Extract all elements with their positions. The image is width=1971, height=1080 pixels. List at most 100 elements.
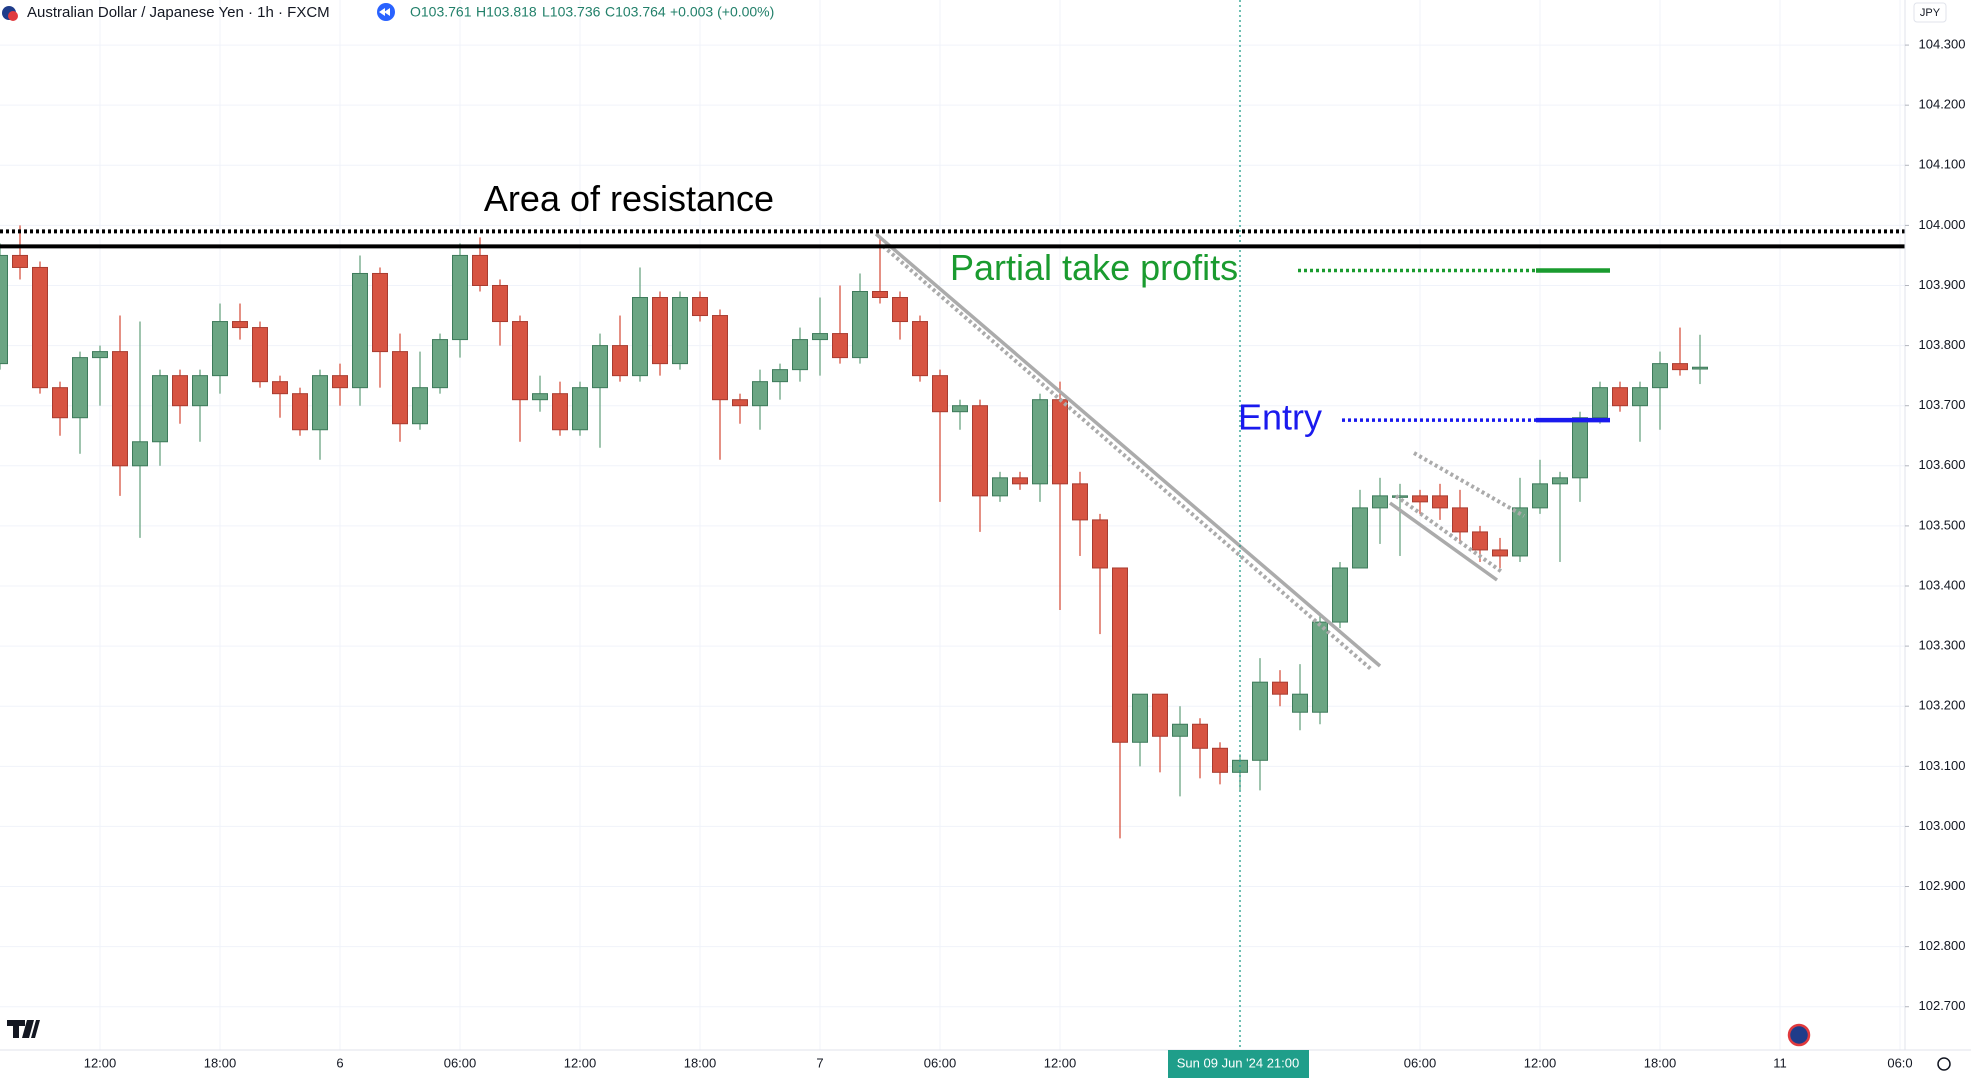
candle-body (752, 381, 768, 407)
candle-body (772, 369, 788, 383)
x-tick-label: 11 (1773, 1055, 1787, 1070)
channel-lower (1388, 501, 1499, 582)
candle-body (1472, 531, 1488, 551)
entry-label: Entry (1238, 397, 1322, 438)
candle-body (832, 333, 848, 359)
candle-body (372, 272, 388, 353)
x-tick-label: 12:00 (1044, 1055, 1077, 1070)
candle-body (1592, 387, 1608, 419)
y-tick-label: 104.300 (1919, 37, 1966, 52)
ohlc-open: O103.761 (410, 4, 472, 20)
y-tick-label: 103.200 (1919, 698, 1966, 713)
y-tick-label: 102.700 (1919, 998, 1966, 1013)
ohlc-high: H103.818 (476, 4, 537, 20)
ohlc-low: L103.736 (542, 4, 601, 20)
candle-body (232, 321, 248, 329)
crosshair-label-box (1168, 1050, 1309, 1078)
candle-body (352, 272, 368, 389)
candle-body (1332, 567, 1348, 623)
x-tick-label: 18:00 (1644, 1055, 1677, 1070)
candle-body (672, 297, 688, 365)
candle-body (112, 351, 128, 467)
candle-body (52, 387, 68, 419)
candle-body (1152, 693, 1168, 737)
settings-icon[interactable] (1937, 1057, 1951, 1071)
candle-body (1292, 693, 1308, 713)
candle-body (132, 441, 148, 467)
candle-body (1392, 495, 1408, 498)
candle-body (1692, 366, 1708, 370)
axes: 104.300 104.200 104.100 104.000 103.900 103.8… (84, 37, 1966, 1078)
x-tick-label: 7 (816, 1055, 823, 1070)
candle-body (1132, 693, 1148, 743)
candle-body (532, 393, 548, 401)
y-tick-label: 103.600 (1919, 457, 1966, 472)
x-tick-label: 18:00 (204, 1055, 237, 1070)
candle-body (1652, 363, 1668, 389)
candle-body (172, 375, 188, 407)
candle-body (1012, 477, 1028, 485)
candle-body (292, 393, 308, 431)
candle-body (1252, 681, 1268, 761)
candle-body (252, 327, 268, 383)
candle-body (632, 297, 648, 377)
candle-body (192, 375, 208, 407)
y-tick-label: 103.500 (1919, 517, 1966, 532)
symbol-title[interactable]: Australian Dollar / Japanese Yen · 1h · … (27, 4, 330, 21)
channel-lower-dotted (1394, 494, 1504, 574)
candle-body (1352, 507, 1368, 569)
country-flag[interactable] (1787, 1023, 1811, 1047)
candle-body (892, 297, 908, 323)
candle-body (1492, 549, 1508, 557)
resistance-label: Area of resistance (484, 178, 774, 219)
candle-body (612, 345, 628, 377)
candle-body (412, 387, 428, 425)
candle-body (1672, 363, 1688, 371)
x-tick-label: 12:00 (1524, 1055, 1557, 1070)
logo[interactable] (7, 1020, 40, 1038)
candle-body (812, 333, 828, 341)
candle-body (732, 399, 748, 407)
candle-body (1032, 399, 1048, 485)
candle-body (792, 339, 808, 371)
partial-take-profit-label: Partial take profits (950, 247, 1238, 288)
x-tick-label: 6 (336, 1055, 343, 1070)
y-tick-label: 104.100 (1919, 157, 1966, 172)
y-tick-label: 103.300 (1919, 638, 1966, 653)
y-tick-label: 102.800 (1919, 938, 1966, 953)
x-tick-label: 12:00 (84, 1055, 117, 1070)
candle-body (1172, 723, 1188, 737)
y-tick-label: 103.100 (1919, 758, 1966, 773)
candle-body (452, 254, 468, 341)
candle-body (1092, 519, 1108, 569)
candle-body (0, 254, 8, 365)
candle-body (852, 290, 868, 359)
x-tick-label: 06:00 (924, 1055, 957, 1070)
candle-body (992, 477, 1008, 497)
currency-box[interactable] (1913, 2, 1947, 23)
replay-icon-glyph (379, 8, 390, 16)
candle-body (1532, 483, 1548, 509)
candle-body (1452, 507, 1468, 533)
y-tick-label: 103.700 (1919, 397, 1966, 412)
candle-body (1192, 723, 1208, 749)
candle-body (92, 351, 108, 359)
candle-body (1512, 507, 1528, 557)
trendlines (874, 232, 1525, 672)
candle-body (1212, 747, 1228, 773)
x-tick-label: 06:00 (444, 1055, 477, 1070)
candle-body (652, 297, 668, 365)
candle-body (152, 375, 168, 443)
x-tick-label: 18:00 (684, 1055, 717, 1070)
crosshair-label: Sun 09 Jun '24 21:00 (1177, 1055, 1299, 1070)
candles (0, 225, 1708, 839)
x-tick-label: 06:00 (1404, 1055, 1437, 1070)
annotations: Area of resistance Partial take profits En… (0, 0, 1905, 1050)
candle-body (332, 375, 348, 389)
candle-body (312, 375, 328, 431)
y-tick-label: 103.000 (1919, 818, 1966, 833)
y-tick-label: 103.400 (1919, 577, 1966, 592)
currency-label[interactable]: JPY (1920, 7, 1941, 19)
